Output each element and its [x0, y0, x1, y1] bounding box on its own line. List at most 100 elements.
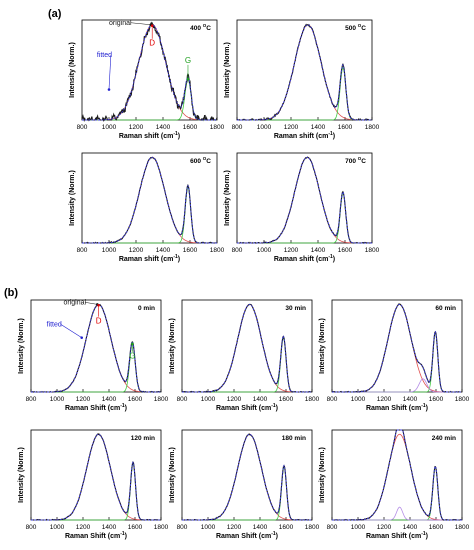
x-tick-label: 1400 — [156, 124, 171, 131]
x-tick-label: 1000 — [102, 247, 117, 254]
panel-b-9: 800 1000 1200 1400 1600 1800 240 min Raman Shif… — [319, 429, 470, 540]
annotation-arrow — [130, 22, 151, 26]
annotation-marker — [150, 24, 154, 28]
panel-a-1: 800 1000 1200 1400 1600 1800 500 OC Raman shift… — [224, 19, 380, 140]
x-tick-label: 800 — [232, 124, 243, 131]
annotation-arrow — [108, 55, 112, 90]
fitted-spectrum-line — [82, 156, 217, 244]
x-tick-label: 800 — [177, 396, 188, 403]
panel-condition-label: 0 min — [138, 305, 155, 312]
annotation-fitted: fitted — [97, 52, 112, 59]
plot-frame — [81, 19, 218, 121]
panel-b-5: 800 1000 1200 1400 1600 1800 30 min Raman Shift… — [169, 299, 320, 412]
x-tick-label: 800 — [327, 396, 338, 403]
panels-group: 800 1000 1200 1400 1600 1800 400 OC Raman shift… — [18, 19, 470, 540]
x-tick-label: 800 — [232, 247, 243, 254]
band-d-curve — [332, 304, 462, 393]
x-tick-label: 1400 — [403, 524, 418, 531]
x-axis-title: Raman Shift (cm-1) — [65, 403, 127, 412]
annotation-arrow — [85, 302, 98, 305]
x-tick-label: 1400 — [102, 524, 117, 531]
fitted-spectrum-line — [332, 429, 462, 521]
band-d-curve — [237, 156, 372, 244]
x-tick-label: 1600 — [429, 524, 444, 531]
annotation-marker — [131, 342, 134, 346]
x-tick-label: 1800 — [305, 524, 320, 531]
x-tick-label: 1800 — [365, 247, 380, 254]
original-spectrum-line — [237, 156, 373, 244]
x-tick-label: 1800 — [455, 396, 470, 403]
x-tick-label: 1400 — [156, 247, 171, 254]
x-tick-label: 1200 — [129, 247, 144, 254]
y-axis-title: Intensity (Norm.) — [319, 318, 326, 374]
panel-a-2: 800 1000 1200 1400 1600 1800 600 OC Raman shift… — [69, 152, 225, 263]
annotation-g: G — [129, 352, 135, 361]
band-d-curve — [31, 433, 161, 521]
panel-condition-label: 700 OC — [345, 156, 366, 165]
band-g-curve — [31, 462, 161, 521]
x-axis-title: Raman shift (cm-1) — [274, 254, 335, 263]
x-tick-label: 800 — [26, 524, 37, 531]
y-axis-title: Intensity (Norm.) — [224, 42, 231, 98]
x-tick-label: 1600 — [128, 524, 143, 531]
band-g-curve — [82, 186, 217, 244]
fitted-spectrum-line — [31, 433, 161, 521]
y-axis-title: Intensity (Norm.) — [319, 447, 326, 503]
x-tick-label: 1800 — [154, 396, 169, 403]
x-tick-label: 1800 — [210, 124, 225, 131]
plot-frame — [181, 429, 313, 521]
x-tick-label: 1600 — [338, 247, 353, 254]
x-tick-label: 1200 — [76, 396, 91, 403]
band-g-curve — [237, 192, 372, 244]
annotation-d: D — [149, 39, 155, 48]
annotation-d: D — [96, 317, 102, 326]
plot-frame — [236, 19, 373, 121]
fitted-spectrum-line — [237, 24, 372, 121]
fitted-spectrum-line — [237, 156, 372, 244]
x-tick-label: 1000 — [257, 124, 272, 131]
annotation-arrow — [60, 324, 82, 338]
original-spectrum-line — [331, 303, 463, 393]
y-axis-title: Intensity (Norm.) — [224, 170, 231, 226]
original-spectrum-line — [237, 23, 373, 122]
x-axis-title: Raman shift (cm-1) — [119, 131, 180, 140]
band-g-curve — [182, 336, 312, 393]
x-tick-label: 1000 — [201, 524, 216, 531]
x-tick-label: 800 — [26, 396, 37, 403]
panel-b-6: 800 1000 1200 1400 1600 1800 60 min Raman Shift… — [319, 299, 470, 412]
x-tick-label: 1400 — [403, 396, 418, 403]
panel-condition-label: 180 min — [282, 435, 306, 442]
y-axis-title: Intensity (Norm.) — [169, 447, 176, 503]
x-tick-label: 800 — [77, 124, 88, 131]
x-tick-label: 1400 — [311, 247, 326, 254]
x-axis-title: Raman Shift (cm-1) — [216, 403, 278, 412]
annotation-marker — [186, 77, 190, 81]
x-tick-label: 1800 — [365, 124, 380, 131]
band-g-curve — [237, 66, 372, 121]
original-spectrum-line — [30, 433, 161, 521]
panel-condition-label: 400 OC — [190, 23, 211, 32]
x-tick-label: 1000 — [257, 247, 272, 254]
panel-b-8: 800 1000 1200 1400 1600 1800 180 min Raman Shif… — [169, 429, 320, 540]
original-spectrum-line — [81, 156, 218, 244]
x-tick-label: 1000 — [102, 124, 117, 131]
annotation-marker — [80, 336, 83, 339]
annotation-marker — [107, 88, 111, 91]
original-spectrum-line — [181, 433, 312, 521]
x-tick-label: 1200 — [377, 396, 392, 403]
fitted-spectrum-line — [182, 303, 312, 393]
x-tick-label: 1000 — [50, 524, 65, 531]
y-axis-title: Intensity (Norm.) — [18, 447, 25, 503]
panel-condition-label: 600 OC — [190, 156, 211, 165]
panel-b-7: 800 1000 1200 1400 1600 1800 120 min Raman Shif… — [18, 429, 169, 540]
x-tick-label: 1400 — [253, 524, 268, 531]
band-d-curve — [332, 433, 462, 521]
x-tick-label: 1200 — [227, 396, 242, 403]
annotation-marker — [97, 303, 100, 307]
band-g-curve — [31, 343, 161, 393]
x-axis-title: Raman Shift (cm-1) — [65, 531, 127, 540]
x-axis-title: Raman shift (cm-1) — [274, 131, 335, 140]
y-axis-title: Intensity (Norm.) — [69, 42, 76, 98]
x-tick-label: 1000 — [50, 396, 65, 403]
original-spectrum-line — [81, 21, 218, 123]
